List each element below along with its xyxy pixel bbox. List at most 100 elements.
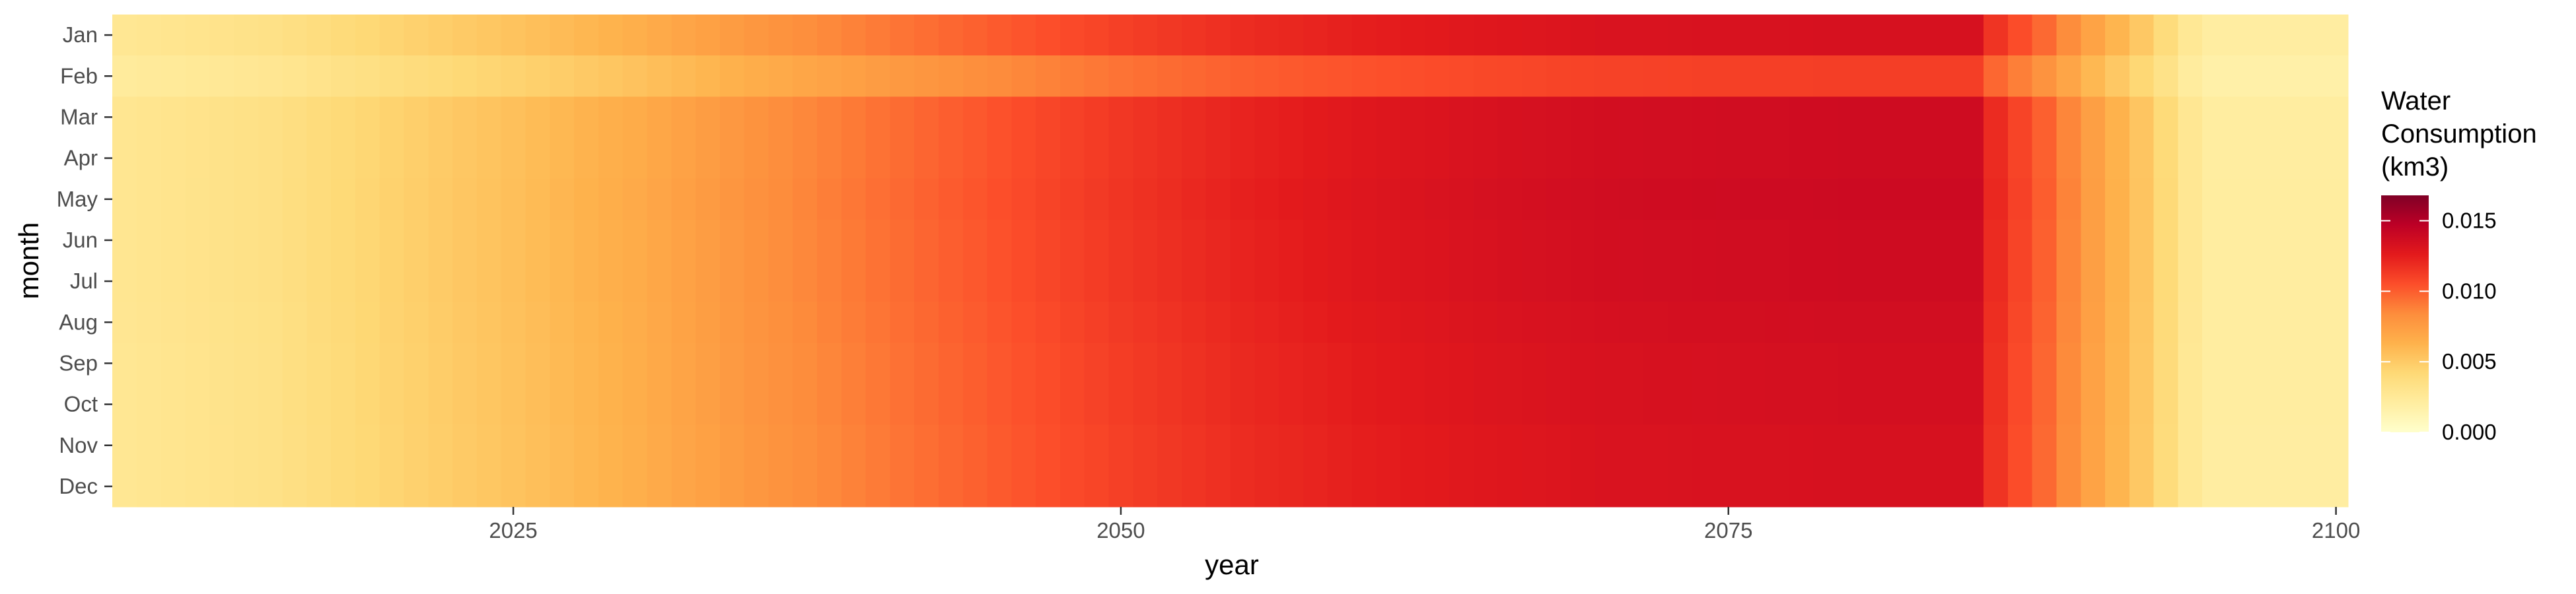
heatmap-cell	[2081, 466, 2105, 508]
heatmap-cell	[1935, 220, 1960, 261]
heatmap-cell	[1376, 425, 1400, 467]
heatmap-cell	[2275, 55, 2300, 97]
heatmap-cell	[209, 343, 234, 384]
heatmap-cell	[1231, 261, 1255, 302]
heatmap-cell	[452, 384, 477, 426]
heatmap-cell	[1376, 96, 1400, 138]
heatmap-cell	[2275, 96, 2300, 138]
heatmap-cell	[1036, 425, 1060, 467]
legend-title-line: Consumption	[2381, 119, 2537, 148]
heatmap-cell	[1376, 220, 1400, 261]
heatmap-cell	[2032, 261, 2057, 302]
heatmap-cell	[987, 261, 1012, 302]
heatmap-cell	[1425, 466, 1449, 508]
heatmap-cell	[1716, 96, 1740, 138]
heatmap-cell	[1425, 220, 1449, 261]
heatmap-cell	[550, 425, 574, 467]
heatmap-cell	[1425, 302, 1449, 343]
heatmap-cell	[2105, 343, 2129, 384]
heatmap-cell	[1060, 302, 1085, 343]
heatmap-cell	[1571, 302, 1595, 343]
heatmap-cell	[1886, 466, 1911, 508]
heatmap-cell	[1546, 466, 1571, 508]
heatmap-cell	[1182, 343, 1206, 384]
heatmap-cell	[890, 302, 914, 343]
heatmap-cell	[1036, 96, 1060, 138]
heatmap-cell	[2178, 384, 2202, 426]
heatmap-cell	[890, 425, 914, 467]
heatmap-cell	[1449, 425, 1474, 467]
heatmap-cell	[914, 466, 939, 508]
heatmap-cell	[1303, 220, 1328, 261]
heatmap-cell	[404, 466, 429, 508]
heatmap-cell	[452, 425, 477, 467]
heatmap-cell	[1182, 220, 1206, 261]
heatmap-cell	[501, 343, 526, 384]
heatmap-cell	[744, 138, 769, 180]
heatmap-cell	[477, 55, 501, 97]
heatmap-cell	[137, 466, 161, 508]
heatmap-cell	[963, 261, 987, 302]
heatmap-cell	[1814, 138, 1838, 180]
heatmap-cell	[477, 425, 501, 467]
heatmap-cell	[1182, 261, 1206, 302]
heatmap-cell	[914, 15, 939, 56]
heatmap-cell	[1886, 55, 1911, 97]
heatmap-cell	[283, 15, 307, 56]
heatmap-cell	[744, 343, 769, 384]
heatmap-cell	[525, 138, 550, 180]
heatmap-cell	[2008, 261, 2032, 302]
heatmap-cell	[1400, 55, 1425, 97]
heatmap-cell	[306, 343, 331, 384]
heatmap-cell	[1814, 220, 1838, 261]
legend-tick-label: 0.000	[2442, 420, 2497, 444]
heatmap-cell	[1279, 138, 1303, 180]
heatmap-cell	[1473, 15, 1497, 56]
heatmap-cell	[793, 261, 817, 302]
heatmap-cell	[623, 220, 647, 261]
heatmap-cell	[817, 466, 841, 508]
heatmap-cell	[1571, 425, 1595, 467]
heatmap-cell	[1668, 302, 1692, 343]
heatmap-cell	[2081, 261, 2105, 302]
heatmap-cell	[720, 384, 744, 426]
heatmap-cell	[234, 15, 258, 56]
heatmap-cell	[1303, 15, 1328, 56]
heatmap-cell	[720, 302, 744, 343]
legend-title-line: Water	[2381, 86, 2451, 116]
heatmap-cell	[914, 96, 939, 138]
heatmap-cell	[380, 466, 404, 508]
heatmap-cell	[355, 138, 380, 180]
heatmap-cell	[550, 179, 574, 220]
heatmap-cell	[1911, 220, 1935, 261]
heatmap-cell	[1303, 384, 1328, 426]
heatmap-cell	[1959, 343, 1984, 384]
heatmap-cell	[1060, 220, 1085, 261]
heatmap-cell	[696, 55, 720, 97]
heatmap-cell	[866, 96, 890, 138]
heatmap-cell	[550, 220, 574, 261]
heatmap-cell	[1254, 302, 1279, 343]
heatmap-cell	[939, 261, 963, 302]
heatmap-cell	[1400, 96, 1425, 138]
heatmap-cell	[1765, 466, 1789, 508]
heatmap-cell	[1085, 384, 1109, 426]
heatmap-cell	[1351, 466, 1376, 508]
heatmap-cell	[1668, 138, 1692, 180]
heatmap-cell	[1862, 302, 1886, 343]
heatmap-cell	[574, 261, 598, 302]
heatmap-cell	[841, 96, 866, 138]
heatmap-cell	[1303, 96, 1328, 138]
heatmap-cell	[234, 343, 258, 384]
heatmap-cell	[477, 343, 501, 384]
heatmap-cell	[477, 261, 501, 302]
heatmap-cell	[2105, 179, 2129, 220]
heatmap-cell	[623, 466, 647, 508]
heatmap-cell	[1254, 343, 1279, 384]
heatmap-cell	[939, 55, 963, 97]
heatmap-cell	[647, 261, 671, 302]
heatmap-cell	[841, 425, 866, 467]
heatmap-cell	[1594, 425, 1619, 467]
heatmap-cell	[841, 343, 866, 384]
heatmap-cell	[355, 179, 380, 220]
